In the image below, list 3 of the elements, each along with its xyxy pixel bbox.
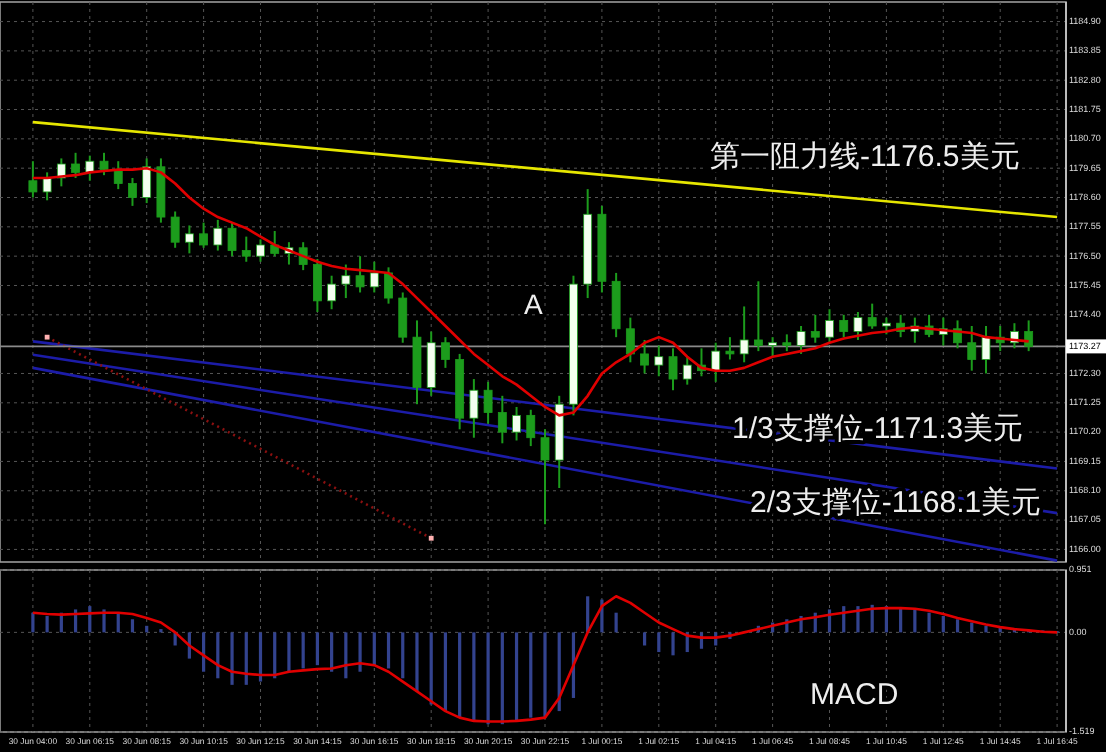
annotation: 第一阻力线-1176.5美元 <box>710 140 1020 174</box>
annotation: MACD <box>810 678 899 712</box>
annotation: A <box>524 288 544 320</box>
